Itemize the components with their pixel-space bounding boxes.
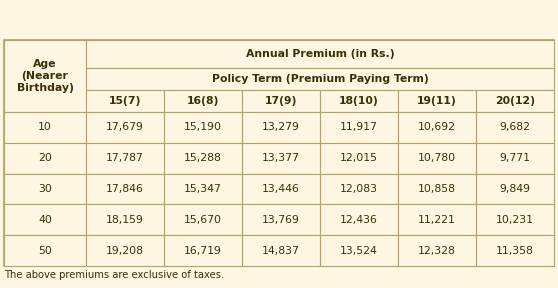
Bar <box>320 235 398 266</box>
Bar <box>476 112 554 143</box>
Bar <box>86 68 554 90</box>
Text: 50: 50 <box>38 246 52 256</box>
Text: 10,858: 10,858 <box>418 184 456 194</box>
Bar <box>398 90 476 112</box>
Text: 10,780: 10,780 <box>418 153 456 163</box>
Text: Age
(Nearer
Birthday): Age (Nearer Birthday) <box>17 59 74 93</box>
Text: 17,787: 17,787 <box>106 153 144 163</box>
Text: 15,288: 15,288 <box>184 153 222 163</box>
Text: 20(12): 20(12) <box>495 96 535 106</box>
Bar <box>320 204 398 235</box>
Bar <box>398 112 476 143</box>
Bar <box>86 174 164 204</box>
Text: 12,015: 12,015 <box>340 153 378 163</box>
Text: Annual Premium (in Rs.): Annual Premium (in Rs.) <box>246 49 395 59</box>
Bar <box>86 112 164 143</box>
Bar <box>242 204 320 235</box>
Bar <box>398 235 476 266</box>
Bar <box>4 204 86 235</box>
Text: 16,719: 16,719 <box>184 246 222 256</box>
Text: 11,917: 11,917 <box>340 122 378 132</box>
Text: 9,682: 9,682 <box>499 122 531 132</box>
Bar <box>86 40 554 68</box>
Bar <box>398 143 476 174</box>
Text: 14,837: 14,837 <box>262 246 300 256</box>
Text: 15,670: 15,670 <box>184 215 222 225</box>
Bar <box>164 235 242 266</box>
Text: 12,328: 12,328 <box>418 246 456 256</box>
Bar <box>164 174 242 204</box>
Text: 40: 40 <box>38 215 52 225</box>
Text: 18(10): 18(10) <box>339 96 379 106</box>
Bar <box>476 174 554 204</box>
Bar <box>164 143 242 174</box>
Bar <box>476 143 554 174</box>
Text: 18,159: 18,159 <box>106 215 144 225</box>
Bar <box>242 90 320 112</box>
Bar <box>4 174 86 204</box>
Text: 30: 30 <box>38 184 52 194</box>
Text: 20: 20 <box>38 153 52 163</box>
Text: 13,524: 13,524 <box>340 246 378 256</box>
Bar <box>242 174 320 204</box>
Bar <box>86 204 164 235</box>
Text: 13,769: 13,769 <box>262 215 300 225</box>
Text: 13,446: 13,446 <box>262 184 300 194</box>
Bar <box>398 204 476 235</box>
Text: 9,849: 9,849 <box>499 184 531 194</box>
Bar <box>320 143 398 174</box>
Text: 16(8): 16(8) <box>187 96 219 106</box>
Bar <box>164 90 242 112</box>
Text: 15,190: 15,190 <box>184 122 222 132</box>
Bar <box>86 235 164 266</box>
Bar <box>320 112 398 143</box>
Bar <box>476 204 554 235</box>
Bar <box>242 112 320 143</box>
Bar <box>4 40 554 266</box>
Text: 12,436: 12,436 <box>340 215 378 225</box>
Text: 10,692: 10,692 <box>418 122 456 132</box>
Bar <box>242 143 320 174</box>
Text: 13,377: 13,377 <box>262 153 300 163</box>
Bar <box>320 90 398 112</box>
Text: 13,279: 13,279 <box>262 122 300 132</box>
Bar <box>320 174 398 204</box>
Text: 9,771: 9,771 <box>499 153 531 163</box>
Bar <box>476 90 554 112</box>
Text: 10,231: 10,231 <box>496 215 534 225</box>
Text: The above premiums are exclusive of taxes.: The above premiums are exclusive of taxe… <box>4 270 224 280</box>
Bar <box>4 143 86 174</box>
Text: 19(11): 19(11) <box>417 96 457 106</box>
Text: 11,358: 11,358 <box>496 246 534 256</box>
Text: 17,679: 17,679 <box>106 122 144 132</box>
Bar <box>86 90 164 112</box>
Text: Policy Term (Premium Paying Term): Policy Term (Premium Paying Term) <box>211 74 429 84</box>
Text: 17(9): 17(9) <box>265 96 297 106</box>
Bar <box>242 235 320 266</box>
Bar <box>398 174 476 204</box>
Text: 11,221: 11,221 <box>418 215 456 225</box>
Text: 15(7): 15(7) <box>109 96 141 106</box>
Text: 17,846: 17,846 <box>106 184 144 194</box>
Text: 19,208: 19,208 <box>106 246 144 256</box>
Text: 12,083: 12,083 <box>340 184 378 194</box>
Bar <box>4 235 86 266</box>
Bar <box>476 235 554 266</box>
Bar <box>164 112 242 143</box>
Bar <box>86 143 164 174</box>
Bar <box>164 204 242 235</box>
Text: 15,347: 15,347 <box>184 184 222 194</box>
Text: 10: 10 <box>38 122 52 132</box>
Bar <box>4 112 86 143</box>
Bar <box>4 40 86 112</box>
